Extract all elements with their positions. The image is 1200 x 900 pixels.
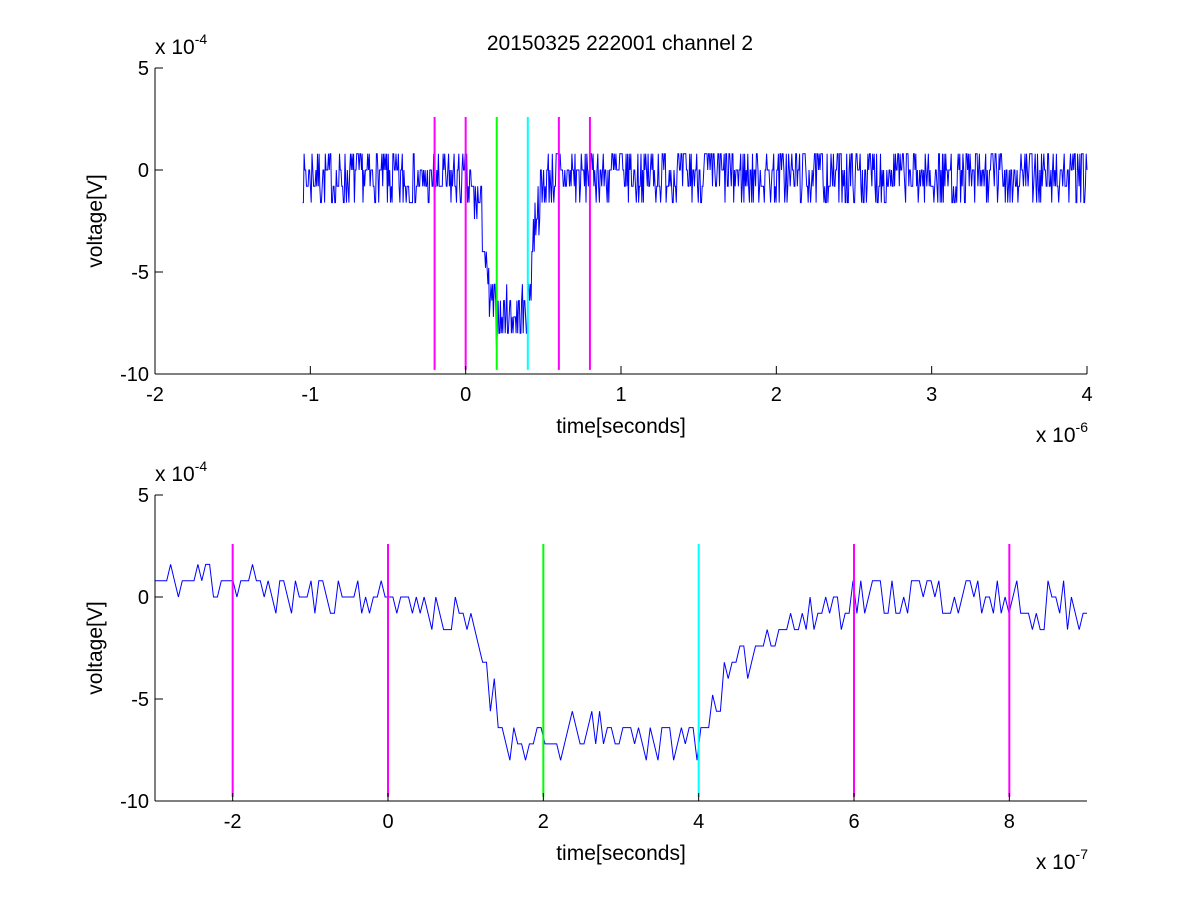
x-tick-label: -1: [301, 384, 319, 406]
y-tick-label: -5: [131, 262, 149, 284]
x-tick-label: 3: [926, 384, 937, 406]
x-tick-label: 6: [848, 811, 859, 833]
y-tick-label: -5: [131, 689, 149, 711]
data-series-line: [302, 153, 1088, 350]
x-tick-label: -2: [224, 811, 242, 833]
x-tick-label: 8: [1004, 811, 1015, 833]
x-multiplier-base: x 10: [1036, 424, 1076, 447]
x-tick-label: 0: [460, 384, 471, 406]
y-tick-label: 0: [138, 160, 149, 182]
y-tick-label: -10: [120, 364, 149, 386]
figure-title: 20150325 222001 channel 2: [487, 32, 753, 55]
y-multiplier: x 10-4: [155, 458, 207, 486]
top-plot: -2 -1 0 1 2 3 4-10-505time[seconds]voltage[V]x…: [84, 31, 1093, 447]
y-multiplier-base: x 10: [155, 463, 195, 486]
y-multiplier-exponent: -4: [195, 31, 208, 47]
y-multiplier-base: x 10: [155, 36, 195, 59]
y-tick-label: 5: [138, 485, 149, 507]
x-axis-label: time[seconds]: [556, 415, 686, 438]
y-tick-label: 5: [138, 58, 149, 80]
x-multiplier-exponent: -7: [1076, 846, 1089, 862]
x-tick-label: 1: [615, 384, 626, 406]
x-tick-label: -2: [146, 384, 164, 406]
data-series-line: [155, 563, 1087, 761]
x-multiplier: x 10-6: [1036, 419, 1088, 447]
y-axis-label: voltage[V]: [84, 174, 107, 267]
y-multiplier-exponent: -4: [195, 458, 208, 474]
x-tick-label: 4: [693, 811, 704, 833]
x-multiplier-exponent: -6: [1076, 419, 1089, 435]
y-tick-label: -10: [120, 791, 149, 813]
x-tick-label: 0: [382, 811, 393, 833]
bottom-plot: -2 0 2 4 6 8 -10 -5 0 5 time[seconds] voltage[V] x 1…: [84, 458, 1088, 874]
y-multiplier: x 10-4: [155, 31, 207, 59]
y-axis-label: voltage[V]: [84, 601, 107, 694]
x-tick-label: 2: [538, 811, 549, 833]
x-tick-label: 2: [771, 384, 782, 406]
x-multiplier-base: x 10: [1036, 851, 1076, 874]
y-tick-label: 0: [138, 587, 149, 609]
x-axis-label: time[seconds]: [556, 842, 686, 865]
x-tick-label: 4: [1081, 384, 1092, 406]
x-multiplier: x 10-7: [1036, 846, 1088, 874]
